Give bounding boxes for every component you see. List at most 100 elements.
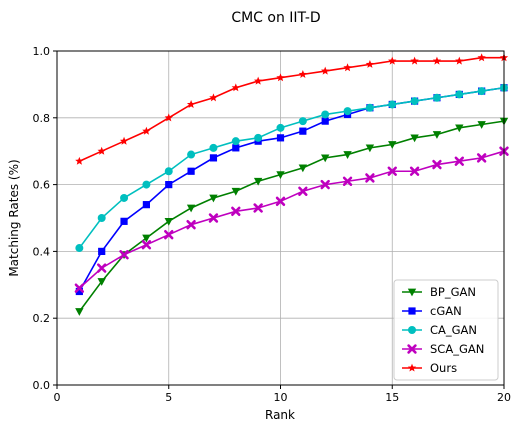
data-point bbox=[320, 179, 330, 190]
data-point bbox=[119, 136, 129, 145]
chart-title: CMC on IIT-D bbox=[231, 10, 320, 26]
data-point bbox=[165, 181, 173, 189]
legend-label: SCA_GAN bbox=[430, 342, 484, 356]
data-point bbox=[432, 56, 442, 65]
data-point bbox=[276, 123, 285, 132]
data-point bbox=[164, 113, 173, 122]
legend-entry: Ours bbox=[402, 361, 457, 375]
data-point bbox=[276, 171, 285, 179]
data-point bbox=[142, 201, 150, 209]
data-point bbox=[455, 90, 464, 99]
data-point bbox=[477, 87, 486, 96]
y-tick-label: 0.0 bbox=[33, 379, 51, 392]
data-point bbox=[298, 117, 307, 126]
data-point bbox=[477, 53, 486, 62]
y-tick-label: 0.6 bbox=[33, 179, 51, 192]
data-point bbox=[231, 187, 240, 196]
data-point bbox=[119, 250, 129, 260]
data-point bbox=[142, 126, 151, 135]
data-point bbox=[164, 230, 174, 240]
data-point bbox=[75, 156, 84, 165]
data-point bbox=[186, 204, 196, 213]
data-point bbox=[342, 176, 353, 186]
series-CA_GAN bbox=[75, 83, 508, 253]
data-point bbox=[298, 164, 308, 173]
data-point bbox=[343, 151, 352, 159]
legend-label: cGAN bbox=[430, 304, 462, 318]
data-point bbox=[476, 153, 487, 163]
data-point bbox=[74, 283, 85, 293]
data-point bbox=[410, 97, 419, 106]
data-point bbox=[388, 100, 397, 109]
data-point bbox=[97, 146, 106, 155]
data-point bbox=[276, 73, 285, 82]
legend-marker bbox=[407, 344, 417, 354]
data-point bbox=[365, 173, 375, 183]
data-point bbox=[164, 167, 173, 176]
data-point bbox=[253, 203, 263, 213]
data-point bbox=[232, 144, 240, 152]
y-tick-label: 0.2 bbox=[33, 312, 51, 325]
data-point bbox=[209, 143, 218, 152]
y-tick-label: 0.4 bbox=[33, 245, 51, 258]
data-point bbox=[253, 76, 263, 85]
x-axis-label: Rank bbox=[265, 408, 295, 422]
legend-box bbox=[393, 279, 499, 381]
legend-marker bbox=[408, 326, 416, 334]
legend-entry: CA_GAN bbox=[402, 323, 477, 337]
data-point bbox=[231, 137, 240, 146]
series-line bbox=[78, 86, 505, 292]
data-point bbox=[97, 263, 107, 273]
series-cGAN bbox=[75, 84, 508, 296]
ticks: 0 5 10 15 20 0.0 0.2 0.4 0.6 0.8 1.0 bbox=[33, 45, 511, 404]
data-point bbox=[75, 308, 84, 316]
series-SCA_GAN bbox=[74, 146, 509, 293]
data-point bbox=[410, 56, 419, 65]
data-point bbox=[343, 63, 352, 72]
data-point bbox=[321, 110, 330, 119]
data-point bbox=[455, 124, 464, 133]
data-point bbox=[209, 194, 218, 203]
x-tick-label: 10 bbox=[274, 391, 288, 404]
data-point bbox=[276, 134, 285, 142]
data-point bbox=[299, 127, 307, 135]
data-point bbox=[409, 166, 420, 176]
data-point bbox=[275, 196, 286, 206]
data-point bbox=[120, 217, 128, 225]
data-point bbox=[254, 133, 263, 142]
data-point bbox=[231, 206, 241, 217]
legend-entry: BP_GAN bbox=[402, 285, 476, 299]
data-point bbox=[75, 244, 84, 253]
legend-entry: SCA_GAN bbox=[402, 342, 484, 356]
legend-label: Ours bbox=[430, 361, 457, 375]
x-tick-label: 0 bbox=[54, 391, 61, 404]
legend-marker bbox=[407, 363, 417, 372]
data-point bbox=[187, 167, 195, 175]
data-point bbox=[365, 59, 375, 68]
data-point bbox=[454, 156, 464, 166]
data-point bbox=[141, 240, 152, 250]
data-point bbox=[231, 83, 240, 92]
legend-marker bbox=[408, 307, 416, 315]
data-point bbox=[432, 159, 442, 170]
data-point bbox=[365, 144, 375, 153]
x-tick-label: 15 bbox=[385, 391, 399, 404]
data-point bbox=[142, 180, 151, 189]
data-point bbox=[343, 107, 352, 116]
data-point bbox=[253, 177, 263, 186]
x-tick-label: 5 bbox=[165, 391, 172, 404]
data-point bbox=[97, 278, 106, 286]
legend-label: BP_GAN bbox=[430, 285, 476, 299]
legend: BP_GAN cGAN CA_GAN SCA_GAN Ours bbox=[393, 279, 499, 381]
data-point bbox=[75, 287, 83, 296]
series-line bbox=[78, 150, 505, 289]
series-line bbox=[79, 56, 504, 162]
y-tick-label: 1.0 bbox=[33, 45, 51, 58]
data-point bbox=[164, 217, 173, 226]
data-point bbox=[97, 214, 106, 222]
data-point bbox=[321, 117, 329, 125]
data-point bbox=[410, 134, 419, 143]
legend-label: CA_GAN bbox=[430, 323, 477, 337]
data-point bbox=[477, 121, 486, 129]
